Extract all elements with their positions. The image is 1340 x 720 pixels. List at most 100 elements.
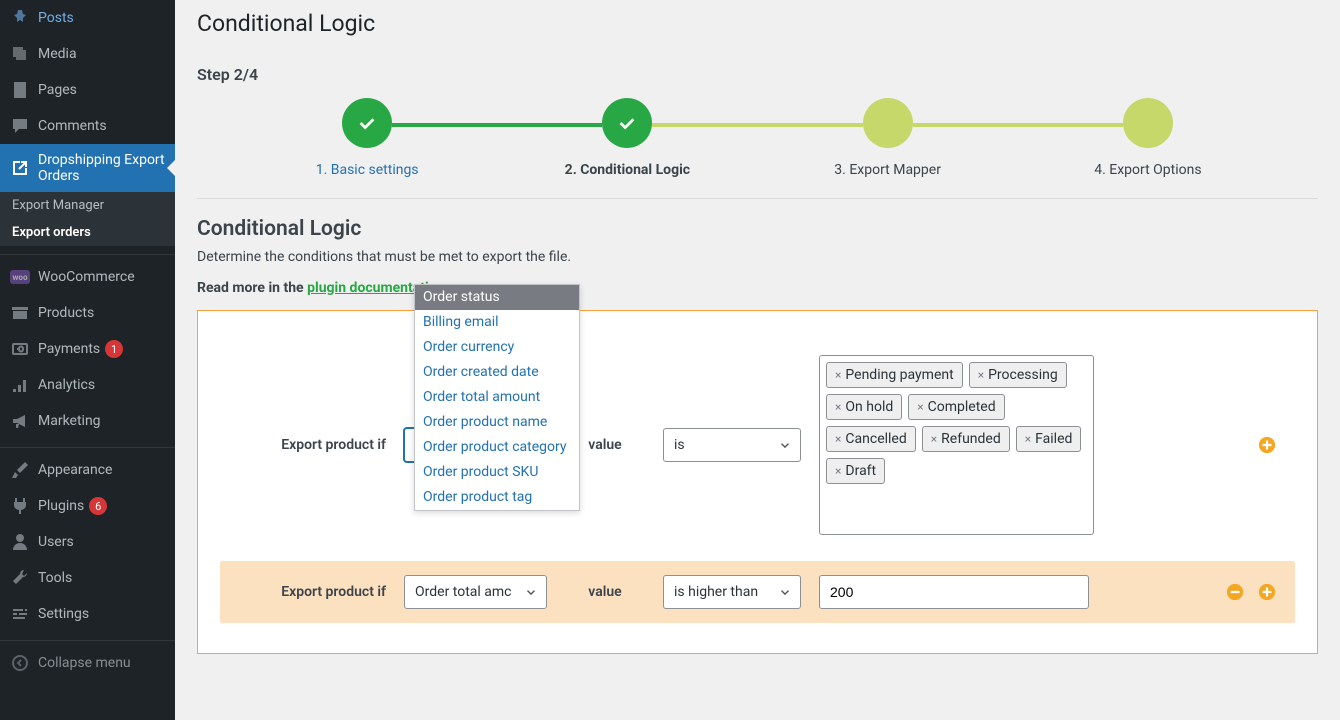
status-tag[interactable]: ×On hold [826,394,902,420]
sidebar-item-users[interactable]: Users [0,524,175,560]
plugin-icon [10,496,30,516]
step-3: 3. Export Mapper [758,98,1018,178]
payments-icon [10,339,30,359]
condition-row: Export product if Order status value is … [220,341,1295,549]
condition-row: Export product if Order total amc value … [220,561,1295,623]
tag-remove-icon[interactable]: × [835,432,841,446]
page-title: Conditional Logic [197,0,1318,43]
sidebar-separator [0,250,175,255]
section-description: Determine the conditions that must be me… [197,249,1318,265]
page-icon [10,80,30,100]
field-select[interactable]: Order total amc [404,575,547,609]
sidebar-item-marketing[interactable]: Marketing [0,403,175,439]
sidebar-item-pages[interactable]: Pages [0,72,175,108]
sidebar-item-label: Users [38,534,74,550]
step-caption: 2. Conditional Logic [565,162,690,178]
remove-row-button[interactable] [1225,582,1245,602]
tag-remove-icon[interactable]: × [835,400,841,414]
dropdown-option[interactable]: Order status [415,285,579,310]
step-1[interactable]: 1. Basic settings [237,98,497,178]
value-tags[interactable]: ×Pending payment×Processing ×On hold×Comp… [819,355,1094,535]
megaphone-icon [10,411,30,431]
sidebar-item-appearance[interactable]: Appearance [0,452,175,488]
collapse-icon [10,653,30,673]
sidebar-item-label: Products [38,305,94,321]
sidebar-sub-export-manager[interactable]: Export Manager [0,192,175,219]
sidebar-item-media[interactable]: Media [0,36,175,72]
value-input[interactable] [819,575,1089,609]
value-label: value [565,584,645,600]
doc-link-line: Read more in the plugin documentation → [197,279,1318,296]
status-tag[interactable]: ×Refunded [922,426,1010,452]
section-title: Conditional Logic [197,217,1318,241]
dropdown-option[interactable]: Order product name [415,410,579,435]
step-circle [342,98,392,148]
sidebar-item-label: Comments [38,118,107,134]
operator-select[interactable]: is higher than [663,575,801,609]
sidebar-item-collapse[interactable]: Collapse menu [0,645,175,681]
sidebar-item-label: Plugins [38,498,84,514]
chevron-down-icon [524,585,538,599]
status-tag[interactable]: ×Failed [1016,426,1082,452]
dropdown-option[interactable]: Order created date [415,360,579,385]
brush-icon [10,460,30,480]
sidebar-item-label: Payments [38,341,100,357]
step-caption: 3. Export Mapper [834,162,941,178]
tag-remove-icon[interactable]: × [835,464,841,478]
dropdown-option[interactable]: Order currency [415,335,579,360]
sidebar-item-dropshipping[interactable]: Dropshipping Export Orders [0,144,175,192]
tag-remove-icon[interactable]: × [931,432,937,446]
sidebar-separator [0,636,175,641]
tag-remove-icon[interactable]: × [835,368,841,382]
sidebar-item-label: Pages [38,82,77,98]
settings-icon [10,604,30,624]
tag-remove-icon[interactable]: × [917,400,923,414]
sidebar-item-plugins[interactable]: Plugins 6 [0,488,175,524]
step-indicator: Step 2/4 [197,65,1318,84]
status-tag[interactable]: ×Cancelled [826,426,916,452]
operator-select[interactable]: is [663,428,801,462]
condition-label: Export product if [238,584,386,600]
admin-sidebar: Posts Media Pages Comments Dropshipping … [0,0,175,720]
status-tag[interactable]: ×Pending payment [826,362,963,388]
sidebar-item-comments[interactable]: Comments [0,108,175,144]
status-tag[interactable]: ×Processing [969,362,1067,388]
dropdown-option[interactable]: Order product category [415,435,579,460]
row-actions [1257,435,1277,455]
sidebar-item-tools[interactable]: Tools [0,560,175,596]
step-2: 2. Conditional Logic [497,98,757,178]
dropdown-option[interactable]: Order total amount [415,385,579,410]
sidebar-item-posts[interactable]: Posts [0,0,175,36]
woo-icon: woo [10,267,30,287]
status-tag[interactable]: ×Draft [826,458,885,484]
row-actions [1225,582,1277,602]
sidebar-item-woocommerce[interactable]: woo WooCommerce [0,259,175,295]
external-icon [10,158,30,178]
sidebar-item-settings[interactable]: Settings [0,596,175,632]
status-tag[interactable]: ×Completed [908,394,1004,420]
sidebar-item-label: Tools [38,570,72,586]
chevron-down-icon [778,438,792,452]
dropdown-option[interactable]: Order product SKU [415,460,579,485]
sidebar-item-label: Collapse menu [38,655,131,671]
analytics-icon [10,375,30,395]
dropdown-option[interactable]: Billing email [415,310,579,335]
sidebar-item-payments[interactable]: Payments 1 [0,331,175,367]
sidebar-sub-export-orders[interactable]: Export orders [0,219,175,246]
sidebar-item-analytics[interactable]: Analytics [0,367,175,403]
step-circle [1123,98,1173,148]
sidebar-item-label: Dropshipping Export Orders [38,152,167,184]
dropdown-option[interactable]: Order product tag [415,485,579,510]
wrench-icon [10,568,30,588]
step-caption[interactable]: 1. Basic settings [316,162,419,178]
tag-remove-icon[interactable]: × [1025,432,1031,446]
sidebar-item-products[interactable]: Products [0,295,175,331]
sidebar-separator [0,443,175,448]
sidebar-item-label: Analytics [38,377,95,393]
add-row-button[interactable] [1257,582,1277,602]
tag-remove-icon[interactable]: × [978,368,984,382]
add-row-button[interactable] [1257,435,1277,455]
step-4: 4. Export Options [1018,98,1278,178]
media-icon [10,44,30,64]
sidebar-submenu: Export Manager Export orders [0,192,175,246]
